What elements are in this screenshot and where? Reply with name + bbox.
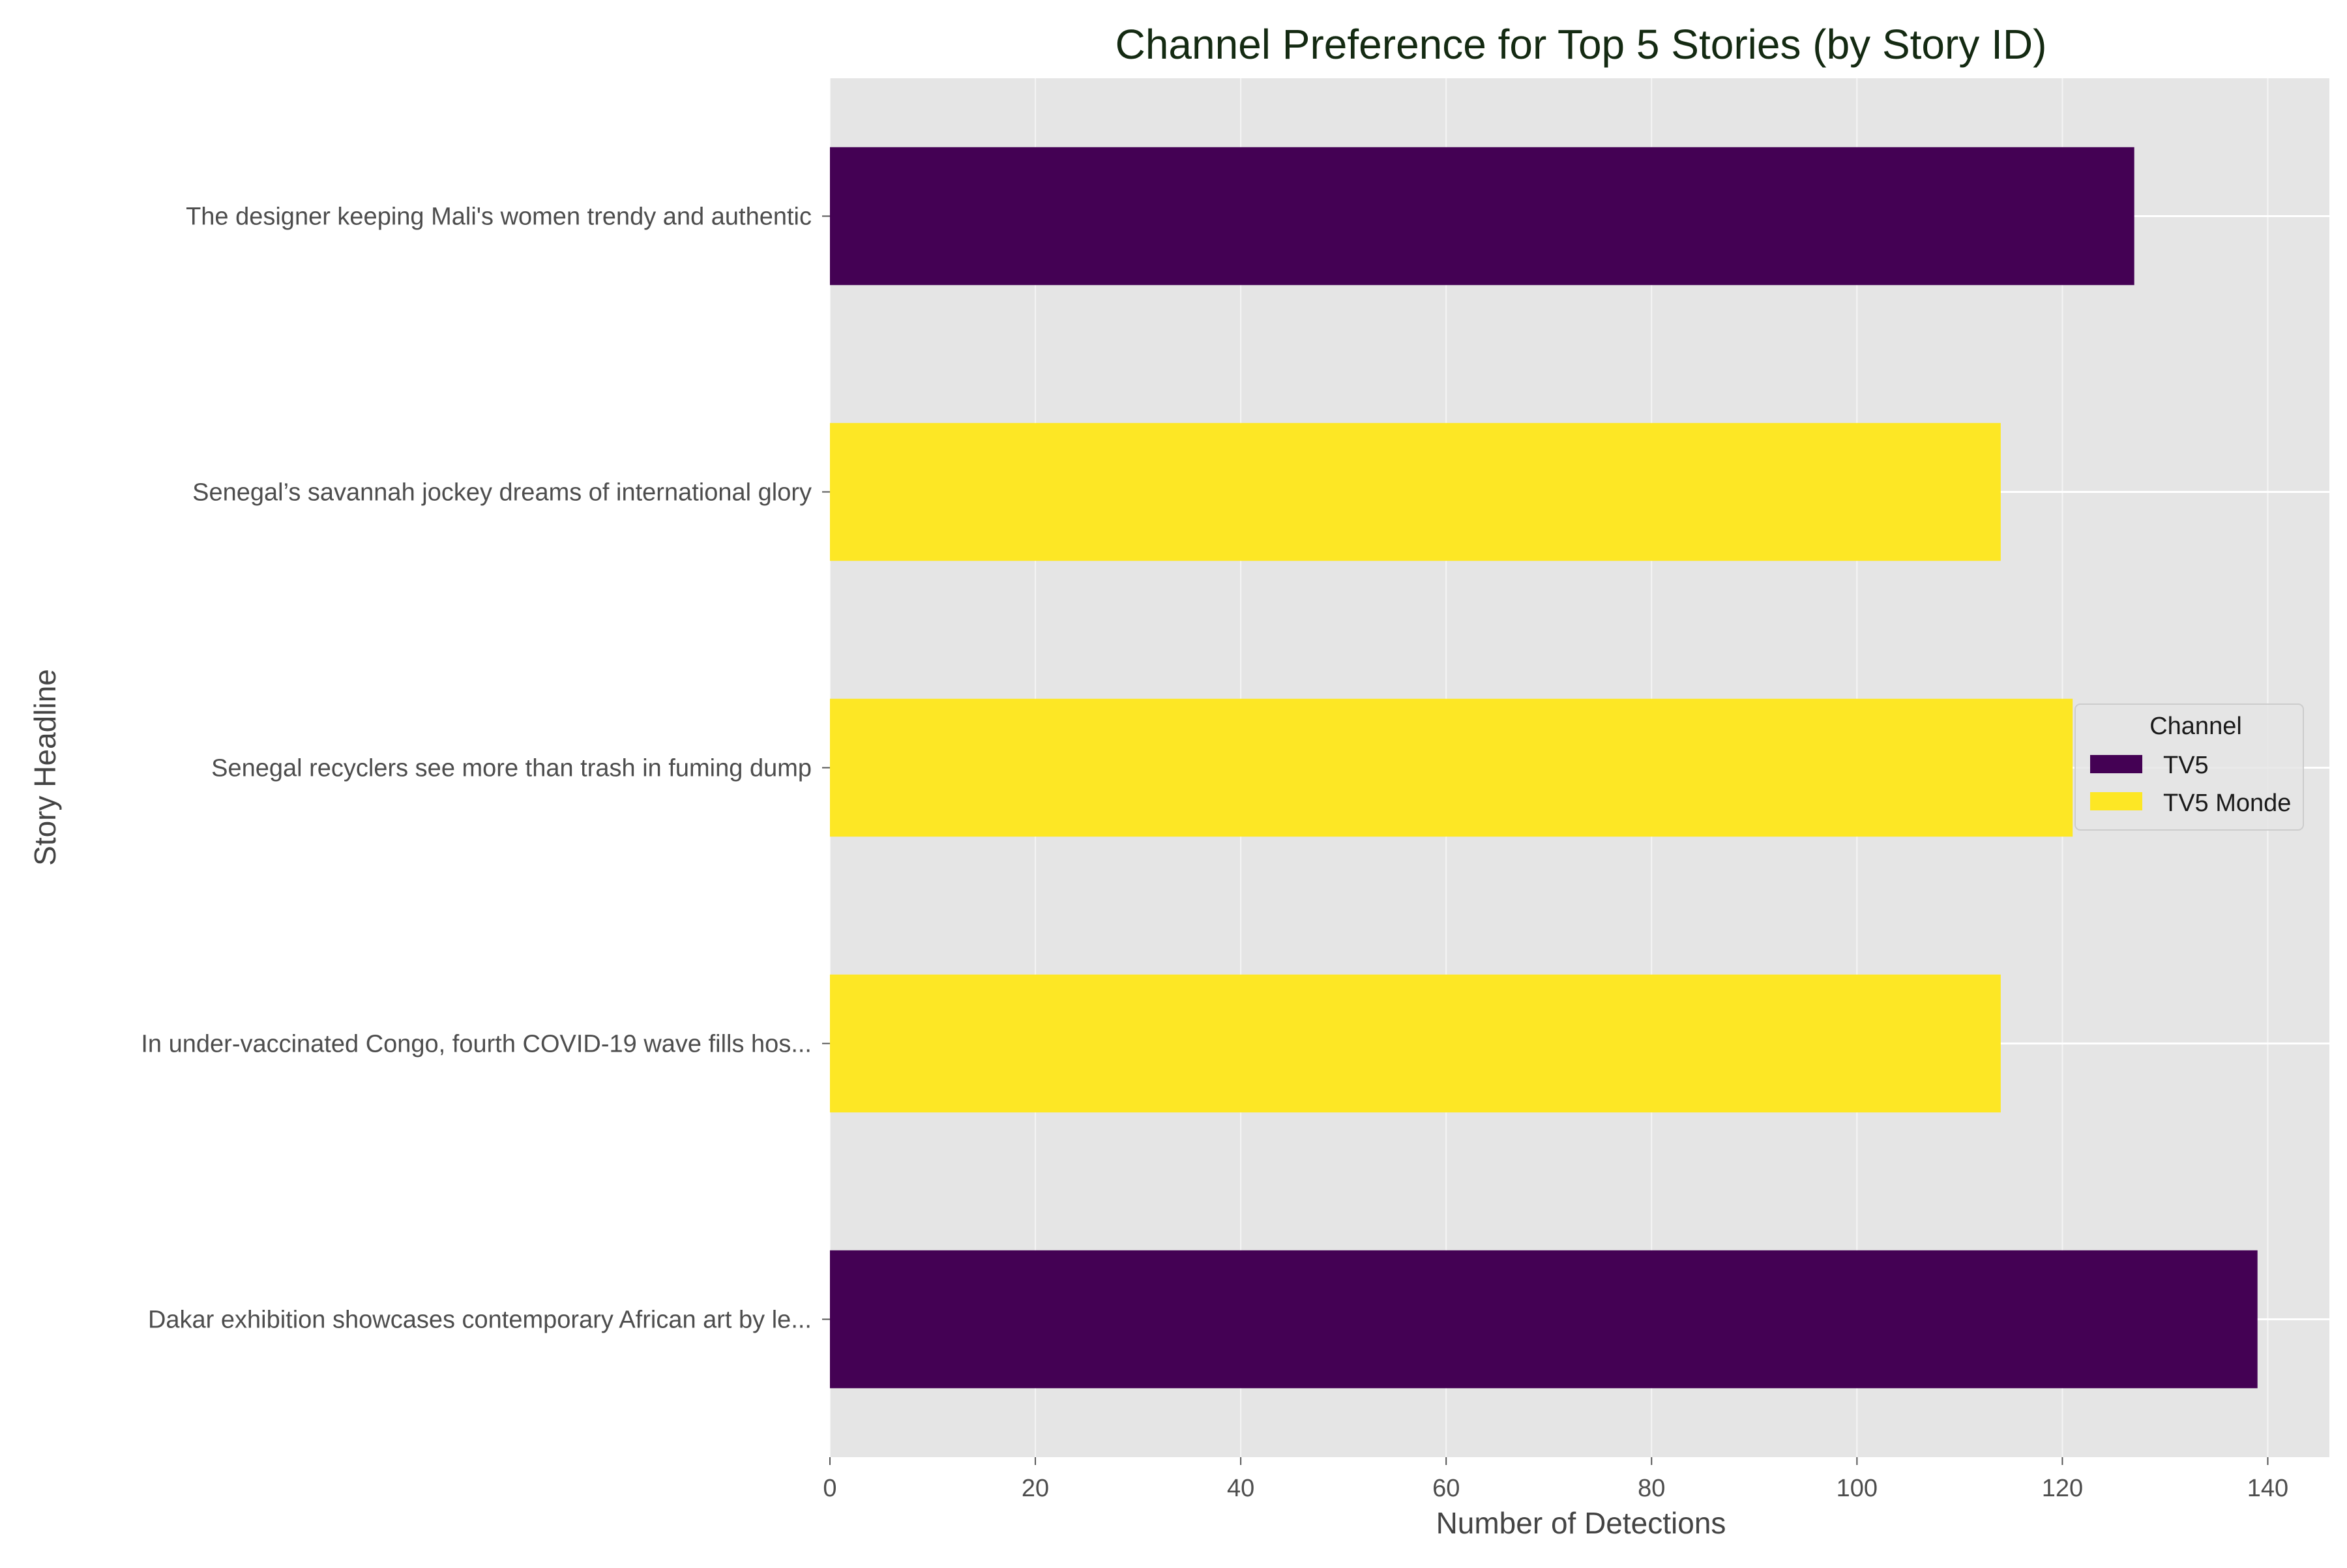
bars: [830, 147, 2258, 1389]
x-tick-label: 0: [823, 1475, 836, 1502]
x-tick-label: 60: [1432, 1475, 1460, 1502]
x-tick-label: 100: [1837, 1475, 1878, 1502]
x-tick-label: 140: [2247, 1475, 2288, 1502]
y-tick-label: Senegal recyclers see more than trash in…: [211, 755, 812, 782]
y-tick-label: Senegal’s savannah jockey dreams of inte…: [192, 479, 812, 507]
bar-tv5-monde: [830, 698, 2073, 837]
legend-title: Channel: [2149, 713, 2242, 740]
y-tick-label: In under-vaccinated Congo, fourth COVID-…: [141, 1031, 812, 1058]
x-axis-label: Number of Detections: [1436, 1506, 1726, 1540]
legend: Channel TV5 TV5 Monde: [2074, 703, 2304, 831]
x-tick-label: 120: [2042, 1475, 2083, 1502]
x-axis-ticks: 0 20 40 60 80 100 120 140: [823, 1457, 2288, 1502]
legend-swatch-tv5: [2090, 755, 2142, 773]
legend-label-tv5: TV5: [2163, 752, 2209, 779]
bar-tv5: [830, 1250, 2258, 1389]
x-tick-label: 80: [1638, 1475, 1665, 1502]
y-axis-label: Story Headline: [28, 669, 62, 866]
legend-swatch-tv5-monde: [2090, 792, 2142, 810]
y-tick-label: The designer keeping Mali's women trendy…: [186, 203, 812, 231]
chart-title: Channel Preference for Top 5 Stories (by…: [1115, 21, 2047, 68]
bar-tv5-monde: [830, 974, 2001, 1113]
bar-tv5: [830, 147, 2134, 286]
legend-label-tv5-monde: TV5 Monde: [2163, 790, 2291, 817]
bar-tv5-monde: [830, 422, 2001, 561]
y-tick-label: Dakar exhibition showcases contemporary …: [148, 1307, 812, 1334]
y-axis-ticks: The designer keeping Mali's women trendy…: [141, 203, 830, 1334]
x-tick-label: 40: [1227, 1475, 1254, 1502]
x-tick-label: 20: [1022, 1475, 1049, 1502]
